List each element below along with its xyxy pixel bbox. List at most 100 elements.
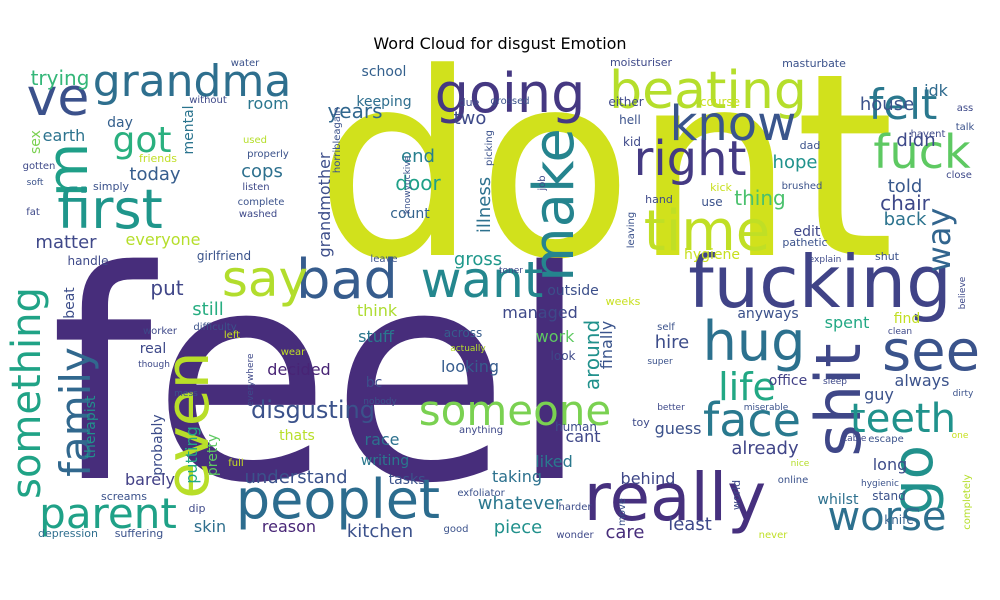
word-left: left	[224, 330, 240, 341]
word-disgusting: disgusting	[251, 396, 375, 424]
word-putting: putting	[182, 426, 201, 484]
word-cant: cant	[565, 427, 600, 446]
word-either: either	[608, 95, 643, 109]
word-though: though	[138, 360, 170, 370]
word-room: room	[247, 94, 288, 113]
word-everyone: everyone	[126, 230, 201, 249]
word-explain: explain	[809, 255, 842, 265]
word-writing: writing	[361, 453, 409, 469]
word-really: really	[584, 459, 766, 536]
word-way: way	[920, 208, 958, 273]
word-everywhere: everywhere	[246, 353, 256, 407]
word-beat: beat	[62, 287, 78, 319]
word-family: family	[51, 347, 100, 477]
word-havent: havent	[911, 129, 946, 140]
word-real: real	[140, 341, 167, 357]
word-difficulty: difficulty	[193, 322, 236, 333]
word-whatever: whatever	[478, 493, 563, 514]
word-close: close	[946, 170, 972, 181]
word-shit: shit	[802, 343, 875, 456]
word-make: make	[522, 128, 587, 282]
word-day: day	[107, 115, 133, 131]
word-world: world	[730, 480, 743, 510]
word-talk: talk	[956, 122, 975, 133]
word-leaving: leaving	[626, 212, 637, 248]
word-hell: hell	[619, 113, 641, 127]
word-better: better	[657, 403, 685, 413]
word-properly: properly	[247, 149, 289, 160]
word-water: water	[231, 58, 260, 69]
word-super: super	[647, 357, 673, 367]
word-know: know	[670, 96, 797, 152]
word-anyways: anyways	[737, 306, 798, 322]
word-probably: probably	[150, 414, 166, 475]
word-tasks: tasks	[389, 472, 426, 488]
word-grossed: grossed	[490, 96, 529, 107]
word-human: human	[555, 420, 597, 434]
word-face: face	[703, 393, 801, 447]
word-weeks: weeks	[606, 295, 641, 308]
word-outside: outside	[547, 283, 599, 299]
word-barely: barely	[125, 470, 175, 489]
word-cops: cops	[241, 161, 283, 182]
word-toner: toner	[499, 266, 523, 276]
word-told: told	[888, 176, 923, 197]
word-whilst: whilst	[818, 492, 859, 508]
word-knowyuckive: knowyuckive	[403, 155, 413, 214]
word-without: without	[189, 95, 227, 106]
word-finally: finally	[597, 321, 616, 369]
word-one: one	[952, 431, 969, 441]
word-illness: illness	[474, 177, 495, 233]
word-years: years	[327, 99, 382, 123]
word-screams: screams	[101, 490, 147, 503]
word-across: across	[444, 326, 482, 340]
word-reason: reason	[262, 517, 316, 536]
word-dirty: dirty	[953, 389, 974, 399]
word-kick: kick	[710, 181, 732, 194]
word-hire: hire	[655, 332, 690, 353]
word-guess: guess	[655, 419, 702, 438]
word-back: back	[884, 209, 927, 230]
word-move: move	[617, 498, 628, 526]
word-care: care	[605, 522, 644, 543]
word-horribleagain: horribleagain	[332, 107, 343, 173]
word-fucking: fucking	[688, 240, 952, 324]
word-masturbate: masturbate	[782, 57, 846, 70]
word-good: good	[444, 524, 469, 535]
word-simply: simply	[93, 180, 130, 193]
word-parent: parent	[39, 489, 177, 538]
word-completely: completely	[962, 474, 973, 529]
word-see: see	[882, 319, 980, 384]
word-online: online	[778, 475, 809, 486]
word-fat: fat	[26, 207, 40, 218]
word-decided: decided	[267, 360, 330, 379]
word-m: m	[36, 143, 101, 198]
word-job: job	[537, 175, 548, 191]
word-guy: guy	[864, 385, 894, 404]
word-toy: toy	[632, 416, 650, 429]
word-someone: someone	[419, 386, 612, 435]
word-house: house	[860, 94, 914, 115]
word-something: something	[4, 287, 50, 499]
word-shut: shut	[875, 250, 900, 263]
word-already: already	[731, 438, 799, 459]
word-thing: thing	[734, 186, 785, 210]
word-dad: dad	[800, 139, 821, 152]
word-due: due	[459, 96, 480, 109]
word-believe: believe	[958, 276, 968, 309]
word-worse: worse	[827, 494, 946, 540]
word-never: never	[759, 530, 789, 541]
word-girlfriend: girlfriend	[197, 249, 251, 263]
word-spent: spent	[825, 313, 870, 332]
word-moisturiser: moisturiser	[610, 56, 673, 69]
word-hygiene: hygiene	[684, 247, 740, 263]
word-hug: hug	[703, 310, 806, 373]
word-stand: stand	[872, 489, 906, 503]
word-dont: dont	[315, 19, 894, 316]
word-pretty: pretty	[205, 434, 221, 476]
word-thats: thats	[279, 428, 315, 444]
word-table: table	[844, 434, 867, 444]
word-today: today	[129, 164, 181, 185]
word-knife: knife	[884, 513, 914, 527]
